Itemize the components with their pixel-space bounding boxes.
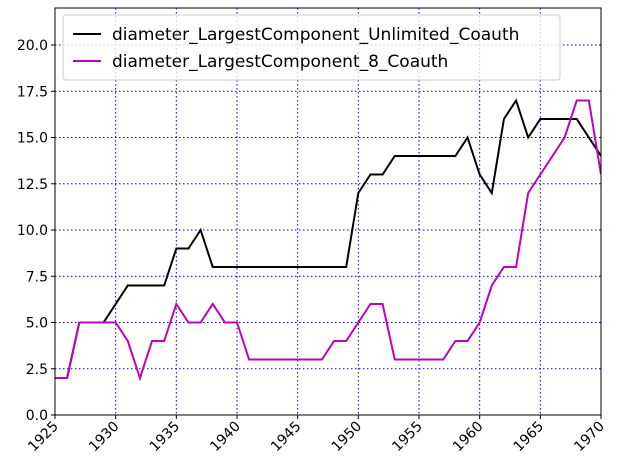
- x-tick-label: 1945: [268, 419, 305, 456]
- x-tick-label: 1965: [511, 419, 548, 456]
- x-tick-label: 1970: [571, 419, 608, 456]
- series-line: [55, 98, 601, 379]
- y-tick-label: 15.0: [17, 131, 48, 147]
- legend-label: diameter_LargestComponent_8_Coauth: [112, 52, 448, 72]
- y-tick-label: 17.5: [17, 84, 48, 100]
- y-tick-label: 12.5: [17, 177, 48, 193]
- x-tick-label: 1940: [207, 419, 244, 456]
- x-tick-label: 1950: [329, 419, 366, 456]
- legend-label: diameter_LargestComponent_Unlimited_Coau…: [112, 25, 519, 45]
- plot-frame: [54, 7, 602, 416]
- y-tick-label: 10.0: [17, 223, 48, 239]
- legend: diameter_LargestComponent_Unlimited_Coau…: [62, 14, 561, 81]
- y-tick-label: 0.0: [26, 408, 48, 424]
- y-tick-label: 2.5: [26, 362, 48, 378]
- legend-box: [62, 14, 561, 81]
- series-line: [55, 99, 601, 382]
- x-tick-label: 1935: [147, 419, 184, 456]
- x-tick-label: 1930: [86, 419, 123, 456]
- x-tick-label: 1955: [389, 419, 426, 456]
- y-tick-label: 5.0: [26, 316, 48, 332]
- y-tick-label: 20.0: [17, 38, 48, 54]
- x-tick-label: 1960: [450, 419, 487, 456]
- y-tick-label: 7.5: [26, 269, 48, 285]
